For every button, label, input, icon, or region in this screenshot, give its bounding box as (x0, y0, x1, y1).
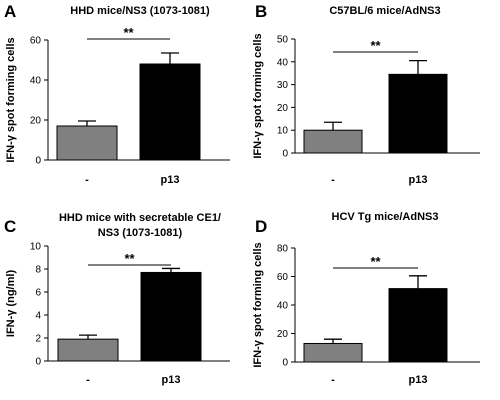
y-axis-label: IFN-γ spot forming cells (252, 242, 264, 367)
bar (303, 342, 363, 363)
panel-title: HHD mice with secretable CE1/ (59, 212, 221, 224)
bar (139, 63, 201, 161)
y-tick-label: 60 (277, 272, 289, 283)
category-label: p13 (162, 374, 181, 386)
y-tick-label: 40 (277, 57, 289, 68)
y-tick-label: 40 (277, 301, 289, 312)
y-tick-label: 80 (277, 244, 289, 255)
category-label: - (85, 174, 89, 186)
category-label: p13 (409, 174, 428, 186)
panel-title: HCV Tg mice/AdNS3 (332, 211, 439, 223)
y-tick-label: 20 (30, 116, 42, 127)
panel-letter: B (255, 2, 267, 21)
panel-title: HHD mice/NS3 (1073-1081) (70, 5, 210, 17)
y-tick-label: 0 (35, 156, 41, 167)
y-tick-label: 30 (277, 80, 289, 91)
category-label: - (331, 174, 335, 186)
bar (56, 125, 118, 161)
y-tick-label: 60 (30, 36, 42, 47)
y-tick-label: 10 (277, 126, 289, 137)
category-label: p13 (409, 374, 428, 386)
y-tick-label: 8 (35, 265, 41, 276)
bar (388, 288, 448, 363)
bar (140, 271, 202, 362)
category-label: p13 (161, 174, 180, 186)
y-tick-label: 50 (277, 35, 289, 46)
y-tick-label: 40 (30, 76, 42, 87)
y-tick-label: 0 (282, 358, 288, 369)
category-label: - (331, 374, 335, 386)
panel-letter: D (255, 217, 267, 236)
panel-c: C HHD mice with secretable CE1/NS3 (1073-… (4, 212, 230, 386)
y-tick-label: 20 (277, 103, 289, 114)
y-tick-label: 0 (35, 357, 41, 368)
panel-title: NS3 (1073-1081) (98, 227, 183, 239)
y-tick-label: 20 (277, 329, 289, 340)
y-tick-label: 2 (35, 334, 41, 345)
y-tick-label: 4 (35, 311, 41, 322)
panel-b: B C57BL/6 mice/AdNS3 IFN-γ spot forming ce… (252, 2, 480, 186)
panel-title: C57BL/6 mice/AdNS3 (329, 5, 440, 17)
category-label: - (86, 374, 90, 386)
y-axis-label: IFN-γ spot forming cells (252, 33, 264, 158)
panel-letter: A (4, 2, 16, 21)
y-axis-label: IFN-γ (ng/ml) (5, 270, 17, 338)
bar (303, 129, 363, 154)
y-tick-label: 6 (35, 288, 41, 299)
panel-a: A HHD mice/NS3 (1073-1081) IFN-γ spot form… (4, 2, 230, 186)
significance-label: ** (370, 254, 381, 269)
significance-label: ** (123, 25, 134, 40)
significance-label: ** (370, 38, 381, 53)
significance-label: ** (124, 251, 135, 266)
y-tick-label: 0 (282, 149, 288, 160)
bar (388, 73, 448, 154)
y-tick-label: 10 (30, 242, 42, 253)
bar (57, 338, 119, 362)
panel-d: D HCV Tg mice/AdNS3 IFN-γ spot forming cel… (252, 211, 480, 386)
panel-letter: C (4, 217, 16, 236)
y-axis-label: IFN-γ spot forming cells (5, 37, 17, 162)
